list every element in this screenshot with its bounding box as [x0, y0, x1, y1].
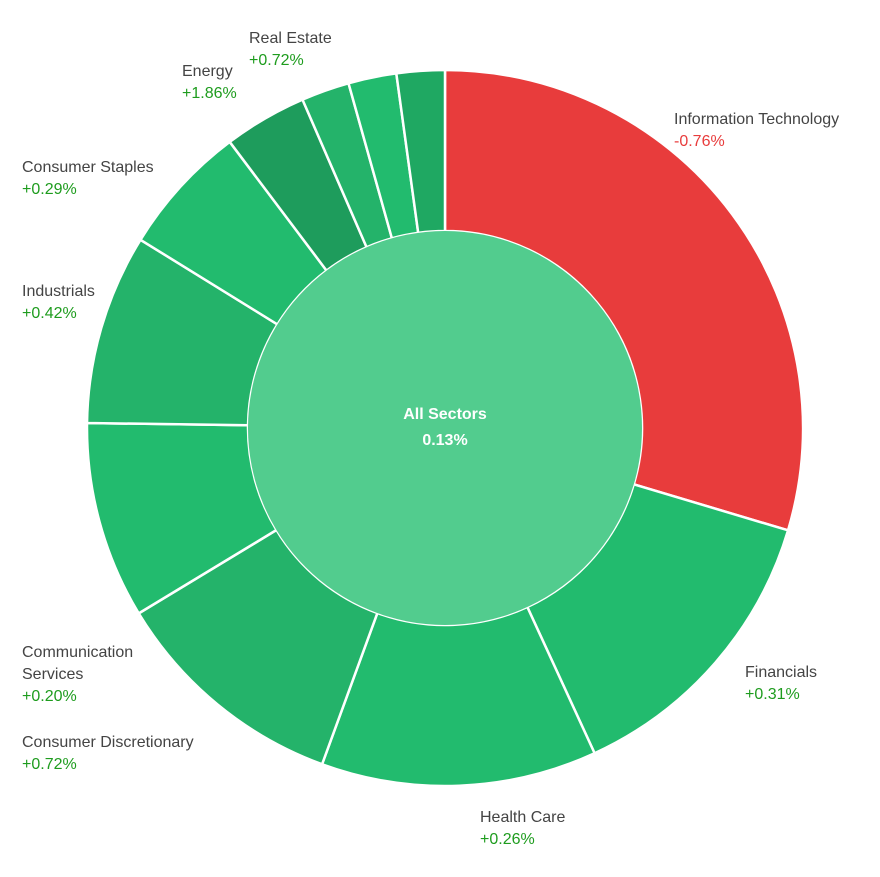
sector-label-energy: Energy: [182, 63, 233, 80]
center-change: 0.13%: [422, 432, 467, 449]
sector-label-consumer-staples: Consumer Staples: [22, 159, 154, 176]
sector-change-real-estate: +0.72%: [249, 52, 304, 69]
sector-label-health-care: Health Care: [480, 809, 565, 826]
sector-slices: [85, 68, 805, 788]
sector-change-consumer-discretionary: +0.72%: [22, 756, 77, 773]
sector-change-communication-services: +0.20%: [22, 688, 77, 705]
sector-label-financials: Financials: [745, 664, 817, 681]
sector-change-industrials: +0.42%: [22, 305, 77, 322]
sector-change-financials: +0.31%: [745, 686, 800, 703]
sector-label-information-technology: Information Technology: [674, 111, 839, 128]
sector-label-real-estate: Real Estate: [249, 30, 332, 47]
sector-change-energy: +1.86%: [182, 85, 237, 102]
sector-label-communication-services: Communication Services: [22, 644, 133, 683]
sector-change-information-technology: -0.76%: [674, 133, 725, 150]
center-all-sectors-circle[interactable]: [248, 231, 642, 625]
sector-change-health-care: +0.26%: [480, 831, 535, 848]
sector-labels: Information Technology -0.76% Financials +0…: [22, 30, 839, 848]
sector-label-industrials: Industrials: [22, 283, 95, 300]
sector-change-consumer-staples: +0.29%: [22, 181, 77, 198]
center-label: All Sectors: [403, 406, 487, 423]
sector-label-consumer-discretionary: Consumer Discretionary: [22, 734, 194, 751]
